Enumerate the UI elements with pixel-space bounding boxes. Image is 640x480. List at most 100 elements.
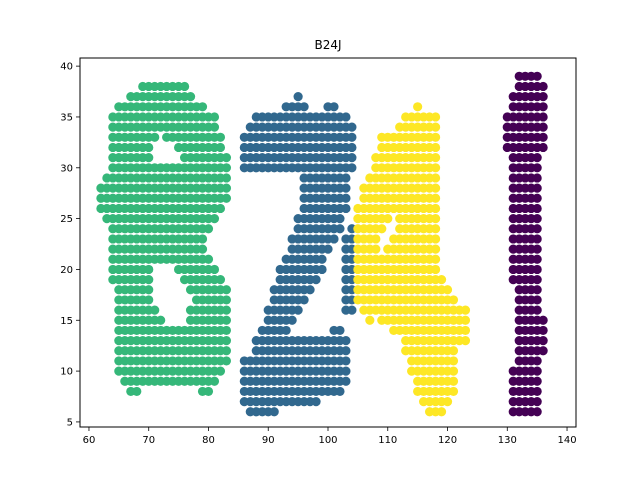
data-point [317, 264, 327, 275]
data-point [430, 203, 441, 214]
data-point [209, 112, 220, 122]
data-point [532, 396, 542, 407]
data-point [209, 376, 220, 386]
axes: 60 70 80 90 100 110 120 130 140 5 10 15 20 25 30 35 40 [60, 57, 577, 446]
data-point [430, 122, 441, 132]
data-point [442, 285, 453, 295]
data-point [185, 92, 196, 102]
data-point [532, 71, 542, 81]
data-point [341, 193, 351, 203]
data-point [532, 214, 542, 224]
data-point [430, 112, 441, 122]
data-point [341, 376, 351, 386]
data-point [448, 366, 459, 376]
data-point [430, 214, 441, 224]
data-point [538, 112, 548, 122]
data-point [347, 305, 357, 315]
x-tick-label: 80 [202, 435, 215, 446]
data-point [538, 325, 548, 336]
data-point [221, 193, 232, 203]
y-tick-label: 10 [60, 367, 73, 378]
data-point [341, 112, 351, 122]
data-point [347, 122, 357, 132]
y-tick-label: 35 [60, 112, 73, 123]
data-point [317, 254, 327, 264]
data-point [341, 346, 351, 356]
data-point [221, 183, 232, 193]
data-point [430, 142, 441, 153]
data-point [221, 295, 232, 305]
y-tick-label: 5 [67, 417, 73, 428]
data-point [532, 153, 542, 163]
data-point [221, 336, 232, 346]
data-point [347, 132, 357, 142]
data-point [221, 346, 232, 356]
data-point [532, 244, 542, 254]
data-point [209, 264, 220, 275]
data-point [341, 173, 351, 183]
data-point [538, 122, 548, 132]
data-point [436, 407, 447, 417]
data-point [442, 396, 453, 407]
data-point [221, 153, 232, 163]
data-point [329, 102, 339, 112]
data-point [269, 407, 279, 417]
data-point [221, 163, 232, 173]
data-point [430, 132, 441, 142]
data-point [221, 315, 232, 325]
x-tick-label: 90 [262, 435, 275, 446]
data-point [538, 132, 548, 142]
x-tick-label: 130 [498, 435, 517, 446]
data-point [538, 315, 548, 325]
data-point [197, 244, 208, 254]
data-point [293, 92, 303, 102]
data-point [532, 203, 542, 214]
data-point [532, 224, 542, 234]
chart-title: B24J [314, 38, 341, 52]
data-point [221, 325, 232, 336]
data-point [532, 254, 542, 264]
data-point [430, 153, 441, 163]
data-point [341, 183, 351, 193]
data-point [538, 346, 548, 356]
data-point [532, 366, 542, 376]
data-point [287, 315, 297, 325]
data-point [448, 376, 459, 386]
y-tick-label: 15 [60, 316, 73, 327]
data-point [132, 386, 142, 397]
data-point [532, 295, 542, 305]
data-point [311, 396, 321, 407]
data-point [532, 234, 542, 244]
data-point [371, 244, 381, 254]
data-point [329, 234, 339, 244]
data-point [144, 275, 154, 285]
data-point [532, 376, 542, 386]
data-point [221, 285, 232, 295]
data-point [293, 305, 303, 315]
data-point [335, 386, 345, 397]
data-point [179, 81, 190, 92]
data-point [377, 224, 387, 234]
data-point [311, 275, 321, 285]
data-point [430, 224, 441, 234]
data-point [532, 183, 542, 193]
data-point [341, 336, 351, 346]
data-point [430, 193, 441, 203]
data-point [365, 315, 375, 325]
data-point [335, 224, 345, 234]
data-point [430, 163, 441, 173]
data-point [460, 305, 471, 315]
data-point [203, 254, 214, 264]
data-point [371, 234, 381, 244]
data-point [335, 214, 345, 224]
data-point [430, 244, 441, 254]
data-point [436, 275, 447, 285]
data-point [215, 275, 226, 285]
data-point [221, 173, 232, 183]
data-point [341, 203, 351, 214]
y-tick-label: 40 [60, 62, 73, 73]
data-point [347, 163, 357, 173]
data-point [532, 193, 542, 203]
x-tick-label: 110 [378, 435, 397, 446]
